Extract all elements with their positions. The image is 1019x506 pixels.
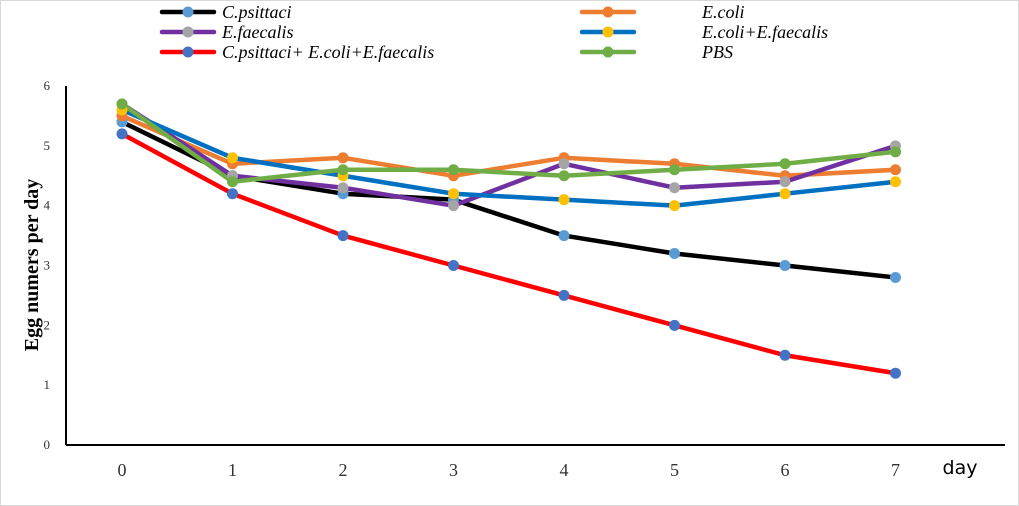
data-point [448,200,459,212]
legend-swatch-marker [602,6,614,18]
legend-item: E.coli+E.faecalis [579,22,828,42]
data-point [558,230,570,242]
data-point [227,152,238,164]
legend-item: E.faecalis [159,22,293,42]
data-point [669,164,680,176]
data-point [669,248,680,260]
series-line [119,101,898,208]
axes [65,86,1005,446]
x-tick-label: 7 [891,460,900,480]
legend-label: E.faecalis [221,22,293,42]
legend-swatch-marker [182,26,194,38]
data-point [890,271,901,283]
series-points [116,98,901,379]
legend-item: E.coli [579,2,745,22]
y-tick-label: 4 [44,198,51,213]
data-point [337,230,349,242]
data-point [227,176,238,188]
x-tick-label: 5 [670,460,679,480]
legend-label: C.psittaci+ E.coli+E.faecalis [222,42,434,62]
data-point [337,152,349,164]
legend-label: E.coli [701,2,745,22]
data-point [779,349,791,361]
data-point [448,188,459,200]
y-tick-label: 1 [44,377,51,392]
data-point [448,260,459,271]
data-point [779,260,791,271]
legend-swatch-marker [182,6,194,18]
data-point [116,128,128,140]
data-point [116,98,128,110]
legend: C.psittaci E.coli E.faecalis E.coli+E.faeca… [159,2,828,62]
series-line [119,119,898,280]
legend-label: PBS [701,42,733,62]
legend-swatch-marker [602,46,614,58]
series-lines [119,101,898,376]
data-point [337,164,349,176]
data-point [558,170,570,182]
y-tick-label: 3 [44,258,51,273]
x-tick-label: 3 [449,460,458,480]
y-tick-label: 5 [44,138,51,153]
data-point [558,158,570,170]
data-point [669,182,680,194]
x-tick-label: 1 [228,460,237,480]
x-tick-label: 6 [781,460,790,480]
data-point [337,182,349,194]
y-axis-label: Egg numers per day [21,179,43,351]
data-point [890,367,901,379]
data-point [669,200,680,212]
legend-swatch-marker [602,26,614,38]
x-tick-label: 4 [560,460,569,480]
legend-swatch-marker [182,46,194,58]
legend-item: C.psittaci+ E.coli+E.faecalis [159,42,434,62]
series-line [119,131,898,376]
data-point [558,289,570,301]
data-point [890,164,901,176]
legend-item: C.psittaci [159,2,292,22]
data-point [779,188,791,200]
x-axis-label: day [943,457,978,479]
legend-label: E.coli+E.faecalis [701,22,828,42]
x-tick-label: 2 [339,460,348,480]
data-point [227,188,238,200]
data-point [558,194,570,206]
data-point [890,176,901,188]
data-point [779,176,791,188]
y-tick-labels: 0 1 2 3 4 5 6 [44,78,51,452]
legend-label: C.psittaci [222,2,292,22]
data-point [890,146,901,158]
data-point [669,319,680,331]
series-line [119,101,898,184]
legend-item: PBS [579,42,733,62]
y-tick-label: 2 [44,317,51,332]
series-line [119,113,898,178]
x-tick-labels: 0 1 2 3 4 5 6 7 [118,460,901,480]
x-tick-label: 0 [118,460,127,480]
data-point [779,158,791,170]
y-tick-label: 6 [44,78,51,93]
series-line [119,107,898,208]
data-point [448,164,459,176]
y-tick-label: 0 [44,437,51,452]
